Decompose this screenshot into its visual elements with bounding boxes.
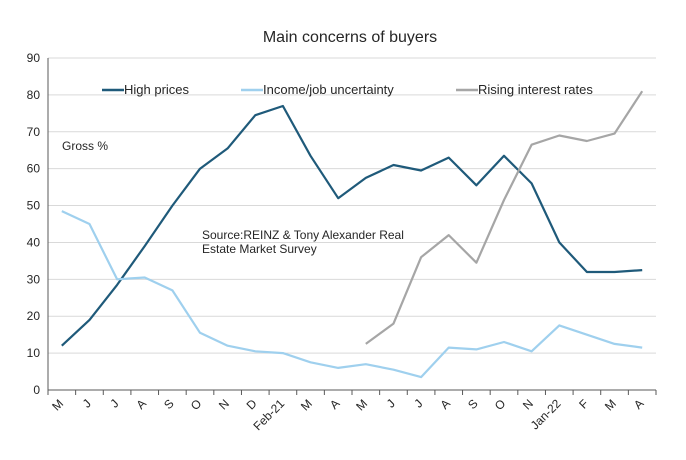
gridlines bbox=[48, 57, 656, 354]
x-tick-label: A bbox=[438, 396, 454, 412]
x-tick-label: N bbox=[520, 396, 536, 412]
x-tick-label: O bbox=[188, 396, 205, 413]
y-tick-label: 40 bbox=[27, 235, 41, 249]
x-tick-label: J bbox=[384, 396, 398, 410]
legend-label: High prices bbox=[124, 82, 190, 97]
x-tick-label: O bbox=[492, 396, 509, 413]
chart-title: Main concerns of buyers bbox=[263, 29, 437, 46]
x-tick-label: M bbox=[298, 396, 315, 413]
x-tick-label: A bbox=[134, 396, 150, 412]
series-line-rising-interest-rates bbox=[365, 90, 644, 345]
x-tick-label: N bbox=[216, 396, 232, 412]
y-tick-label: 60 bbox=[27, 162, 41, 176]
x-tick-label: M bbox=[353, 396, 370, 413]
x-tick-label: J bbox=[107, 396, 121, 410]
x-tick-label: A bbox=[631, 396, 647, 412]
x-tick-label: J bbox=[80, 396, 94, 410]
series-lines bbox=[61, 90, 644, 379]
y-tick-label: 80 bbox=[27, 88, 41, 102]
x-tick-label: J bbox=[411, 396, 425, 410]
x-tick-label: F bbox=[576, 396, 591, 411]
y-tick-label: 50 bbox=[27, 199, 41, 213]
x-tick-label: Jan-22 bbox=[528, 396, 564, 432]
x-tick-label: M bbox=[49, 396, 66, 413]
y-tick-label: 10 bbox=[27, 346, 41, 360]
y-tick-label: 30 bbox=[27, 272, 41, 286]
x-tick-label: S bbox=[465, 396, 481, 412]
x-tick-label: A bbox=[327, 396, 343, 412]
source-note-line2: Estate Market Survey bbox=[202, 242, 317, 256]
x-tick-label: Feb-21 bbox=[250, 396, 287, 433]
y-tick-label: 90 bbox=[27, 51, 41, 65]
x-tick-label: S bbox=[161, 396, 177, 412]
source-note-line1: Source:REINZ & Tony Alexander Real bbox=[202, 228, 404, 242]
series-line-high-prices bbox=[61, 104, 643, 347]
y-tick-label: 70 bbox=[27, 125, 41, 139]
y-axis: 0 10 20 30 40 50 60 70 80 90 bbox=[27, 51, 49, 397]
series-line-income-job-uncertainty bbox=[61, 210, 643, 379]
legend-label: Income/job uncertainty bbox=[263, 82, 394, 97]
legend: High prices Income/job uncertainty Rising … bbox=[102, 82, 593, 97]
x-tick-label: D bbox=[244, 396, 260, 412]
x-tick-label: M bbox=[602, 396, 619, 413]
legend-label: Rising interest rates bbox=[478, 82, 593, 97]
y-tick-label: 20 bbox=[27, 309, 41, 323]
y-tick-label: 0 bbox=[33, 383, 40, 397]
measure-label: Gross % bbox=[62, 139, 108, 153]
